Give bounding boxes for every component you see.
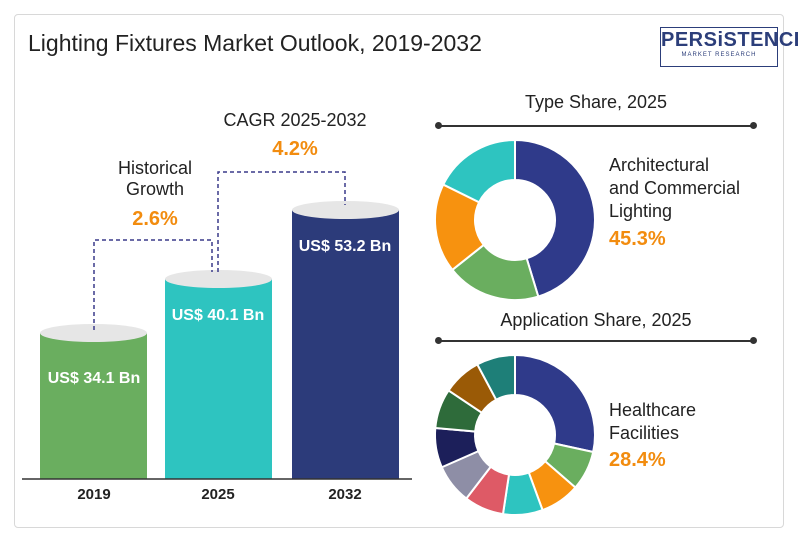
bar-2019 xyxy=(40,333,147,479)
logo: PERSiSTENCE MARKET RESEARCH xyxy=(660,27,798,67)
bar-2032 xyxy=(292,210,399,479)
infographic-frame xyxy=(14,14,784,528)
year-2032: 2032 xyxy=(328,486,362,503)
divider xyxy=(435,122,757,129)
application-highlight-label: Healthcare Facilities xyxy=(609,400,697,443)
bar-2025 xyxy=(165,279,272,479)
donut-slice-9 xyxy=(475,353,516,402)
bar-value-2019: US$ 34.1 Bn xyxy=(47,370,141,387)
historical-label: Historical Growth xyxy=(117,158,192,199)
application-share-title: Application Share, 2025 xyxy=(500,310,692,330)
donut-slice-0 xyxy=(514,353,596,454)
type-highlight-value: 45.3% xyxy=(609,228,666,250)
donut-slice-0 xyxy=(514,138,596,298)
page-title: Lighting Fixtures Market Outlook, 2019-2… xyxy=(28,30,482,56)
application-share-donut xyxy=(434,353,596,516)
historical-value: 2.6% xyxy=(132,208,178,230)
historical-connector xyxy=(93,239,213,330)
bar-value-2025: US$ 40.1 Bn xyxy=(171,307,265,324)
application-highlight-value: 28.4% xyxy=(609,449,666,471)
cagr-value: 4.2% xyxy=(272,138,318,160)
type-share-title: Type Share, 2025 xyxy=(524,92,668,112)
type-highlight-label: Architectural and Commercial Lighting xyxy=(609,155,741,221)
year-2019: 2019 xyxy=(77,486,111,503)
bar-value-2032: US$ 53.2 Bn xyxy=(298,238,392,255)
bar-chart xyxy=(22,171,412,480)
cagr-label: CAGR 2025-2032 xyxy=(223,110,367,130)
bar-top-2025 xyxy=(165,270,272,288)
cagr-connector xyxy=(217,171,346,272)
bar-top-2032 xyxy=(292,201,399,219)
divider xyxy=(435,337,757,344)
year-2025: 2025 xyxy=(201,486,235,503)
bar-top-2019 xyxy=(40,324,147,342)
type-share-donut xyxy=(434,138,596,301)
donut-slice-3 xyxy=(441,138,516,204)
